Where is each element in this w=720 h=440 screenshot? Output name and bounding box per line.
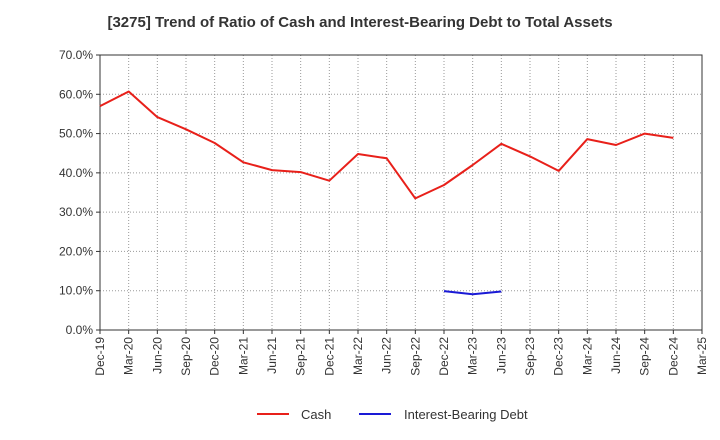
x-tick-label: Jun-20 (150, 337, 164, 374)
y-tick-label: 10.0% (59, 284, 93, 298)
x-tick-label: Dec-21 (322, 337, 336, 376)
x-tick-label: Mar-22 (351, 337, 365, 375)
y-tick-label: 60.0% (59, 87, 93, 101)
x-tick-label: Sep-23 (523, 337, 537, 376)
x-tick-label: Sep-22 (408, 337, 422, 376)
x-tick-label: Mar-24 (580, 337, 594, 375)
legend-label: Cash (301, 407, 331, 422)
grid-lines (99, 54, 703, 331)
series-line (443, 290, 502, 296)
y-tick-label: 30.0% (59, 205, 93, 219)
axes: 0.0% 10.0% 20.0% 30.0% 40.0% 50.0% 60.0% 70.0% D… (59, 48, 709, 376)
series-line (99, 90, 674, 200)
chart-title: [3275] Trend of Ratio of Cash and Intere… (107, 14, 613, 31)
x-tick-label: Sep-24 (638, 337, 652, 376)
plot-border (99, 54, 703, 331)
x-tick-label: Sep-20 (179, 337, 193, 376)
x-tick-label: Mar-20 (122, 337, 136, 375)
y-tick-label: 0.0% (66, 323, 94, 337)
x-tick-label: Jun-24 (609, 337, 623, 374)
x-tick-label: Sep-21 (294, 337, 308, 376)
x-tick-label: Mar-23 (466, 337, 480, 375)
legend: Cash Interest-Bearing Debt (257, 407, 528, 422)
x-tick-label: Dec-20 (208, 337, 222, 376)
y-tick-label: 70.0% (59, 48, 93, 62)
x-tick-label: Mar-21 (236, 337, 250, 375)
y-tick-label: 40.0% (59, 166, 93, 180)
x-tick-label: Mar-25 (695, 337, 709, 375)
y-tick-label: 50.0% (59, 127, 93, 141)
x-tick-label: Dec-19 (93, 337, 107, 376)
x-tick-label: Jun-21 (265, 337, 279, 374)
x-tick-label: Dec-24 (666, 337, 680, 376)
y-tick-label: 20.0% (59, 244, 93, 258)
x-tick-label: Dec-22 (437, 337, 451, 376)
x-tick-label: Dec-23 (552, 337, 566, 376)
x-tick-label: Jun-23 (494, 337, 508, 374)
x-tick-label: Jun-22 (380, 337, 394, 374)
legend-label: Interest-Bearing Debt (404, 407, 528, 422)
series-lines (99, 90, 674, 296)
